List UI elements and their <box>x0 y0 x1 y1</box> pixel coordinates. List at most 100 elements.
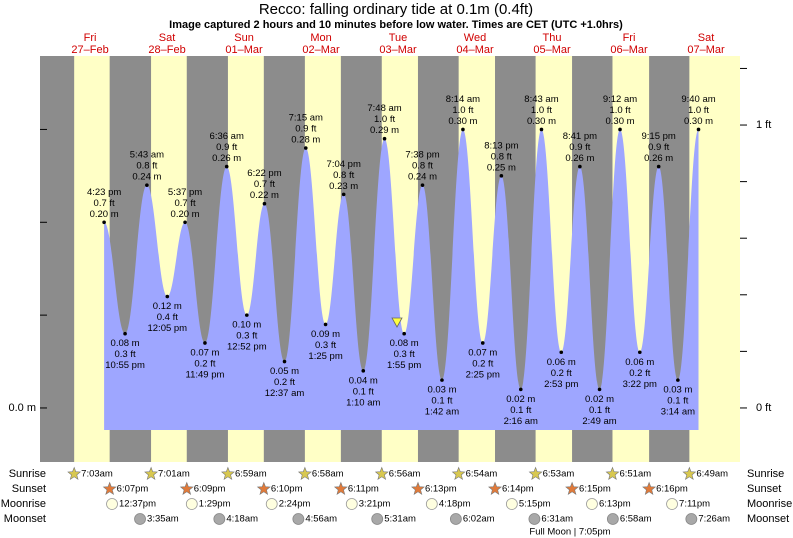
feet-label: 0.3 ft <box>236 331 257 342</box>
sunset-icon <box>642 481 657 495</box>
tide-point <box>499 174 504 178</box>
time-label: 3:14 am <box>661 407 695 418</box>
time-label: 12:05 pm <box>147 323 187 334</box>
moonrise-label: 1:29pm <box>199 499 231 510</box>
moonrise-icon <box>185 498 198 510</box>
sunset-label: 6:15pm <box>579 484 611 495</box>
weekday-label: Fri <box>84 32 97 44</box>
time-label: 11:49 pm <box>185 369 224 380</box>
value-label: 0.30 m <box>448 116 477 127</box>
feet-label: 0.7 ft <box>94 198 115 209</box>
weekday-label: Sat <box>159 32 176 44</box>
feet-label: 1.0 ft <box>609 105 630 116</box>
value-label: 0.10 m <box>232 320 261 331</box>
moonset-label: 5:31am <box>384 514 416 525</box>
time-label: 8:41 pm <box>563 131 597 142</box>
sunrise-icon <box>451 466 466 480</box>
tide-point <box>676 378 680 382</box>
chart-title: Recco: falling ordinary tide at 0.1m (0.… <box>259 1 533 18</box>
tide-point <box>341 192 346 197</box>
sunrise-icon <box>144 466 158 480</box>
time-label: 9:12 am <box>603 94 637 105</box>
sunset-label: 6:07pm <box>117 484 149 495</box>
sunrise-label: 7:01am <box>158 469 190 480</box>
tide-point <box>323 322 328 327</box>
feet-label: 0.1 ft <box>510 405 531 416</box>
feet-label: 0.9 ft <box>569 142 590 153</box>
feet-label: 0.2 ft <box>472 358 493 369</box>
tide-point <box>656 164 661 169</box>
time-label: 6:22 pm <box>247 168 281 179</box>
date-label: 05–Mar <box>533 44 571 56</box>
tide-point <box>440 378 444 382</box>
time-label: 12:37 am <box>265 388 305 399</box>
weekday-label: Fri <box>623 32 636 44</box>
value-label: 0.06 m <box>625 357 654 368</box>
value-label: 0.09 m <box>311 329 340 340</box>
value-label: 0.02 m <box>506 394 535 405</box>
feet-label: 0.2 ft <box>194 358 215 369</box>
sunrise-label: 6:59am <box>235 469 267 480</box>
sunset-icon <box>179 481 194 495</box>
tide-point <box>303 146 308 150</box>
weekday-label: Sun <box>234 32 254 44</box>
tide-point <box>420 183 425 187</box>
moonset-label: 4:56am <box>305 514 337 525</box>
value-label: 0.12 m <box>153 301 182 312</box>
sunrise-label: 6:51am <box>619 469 651 480</box>
sunset-icon <box>333 481 348 495</box>
tide-point <box>183 220 187 225</box>
moonrise-icon <box>106 498 118 510</box>
chart-subtitle: Image captured 2 hours and 10 minutes be… <box>169 19 623 31</box>
time-label: 9:15 pm <box>642 131 676 142</box>
moonset-label: 4:18am <box>226 514 258 525</box>
moonset-label: 6:58am <box>620 514 652 525</box>
moonset-icon <box>371 513 384 525</box>
tide-point <box>203 341 207 345</box>
tide-point <box>262 201 267 206</box>
sunrise-label: 6:56am <box>389 469 421 480</box>
value-label: 0.23 m <box>329 181 358 192</box>
row-label: Sunrise <box>747 468 784 480</box>
tide-area <box>104 129 699 431</box>
value-label: 0.28 m <box>291 135 320 146</box>
feet-label: 1.0 ft <box>531 105 552 116</box>
value-label: 0.26 m <box>212 153 241 164</box>
tide-point <box>480 341 485 345</box>
weekday-label: Thu <box>543 32 562 44</box>
tide-point <box>102 220 106 225</box>
time-label: 10:55 pm <box>105 360 145 371</box>
moonset-label: 3:35am <box>147 514 179 525</box>
feet-label: 1.0 ft <box>452 105 473 116</box>
value-label: 0.24 m <box>132 172 161 183</box>
time-label: 2:16 am <box>504 416 538 427</box>
time-label: 7:48 am <box>367 103 401 114</box>
y2-tick-label: 0 ft <box>756 402 771 414</box>
time-label: 8:13 pm <box>484 140 518 151</box>
tide-point <box>539 127 544 132</box>
weekday-label: Wed <box>464 32 486 44</box>
moonrise-icon <box>265 498 278 510</box>
moonrise-icon <box>586 498 598 510</box>
moonrise-label: 6:13pm <box>599 499 631 510</box>
date-label: 03–Mar <box>379 44 417 56</box>
value-label: 0.02 m <box>585 394 614 405</box>
time-label: 2:49 am <box>582 416 616 427</box>
tide-point <box>461 127 465 132</box>
moon-phase: Full Moon | 7:05pm <box>529 527 610 538</box>
tide-point <box>618 127 622 132</box>
sunset-label: 6:14pm <box>502 484 534 495</box>
value-label: 0.30 m <box>527 116 556 127</box>
sunrise-label: 6:53am <box>543 469 575 480</box>
sunrise-label: 6:58am <box>312 469 344 480</box>
weekday-label: Tue <box>389 32 408 44</box>
feet-label: 0.7 ft <box>254 179 275 190</box>
moonset-label: 6:02am <box>463 514 495 525</box>
value-label: 0.30 m <box>684 116 713 127</box>
tide-point <box>165 294 170 299</box>
feet-label: 0.8 ft <box>412 161 433 172</box>
sunset-label: 6:10pm <box>271 484 303 495</box>
moonrise-label: 5:15pm <box>519 499 551 510</box>
time-label: 1:25 pm <box>308 351 342 362</box>
feet-label: 0.2 ft <box>274 377 295 388</box>
